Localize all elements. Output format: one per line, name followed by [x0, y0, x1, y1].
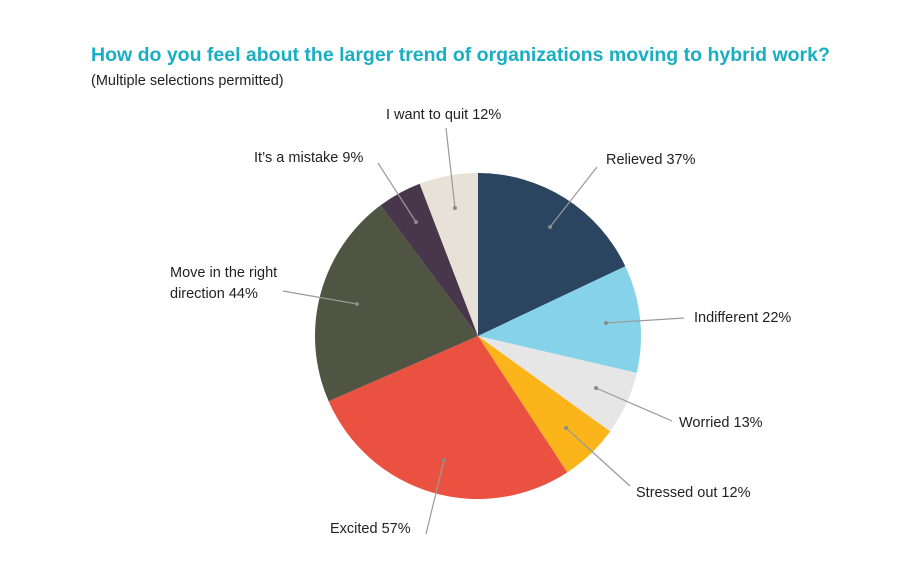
- label-stressed: Stressed out 12%: [636, 485, 751, 501]
- slice-excited: [328, 336, 568, 500]
- pie-slices: [314, 173, 641, 500]
- label-quit: I want to quit 12%: [386, 107, 501, 123]
- leader-dot-worried: [594, 386, 598, 390]
- slice-quit: [419, 173, 478, 336]
- leader-dot-move: [355, 302, 359, 306]
- leader-line-excited: [425, 459, 445, 535]
- slice-worried: [478, 336, 637, 432]
- label-move-line2: direction 44%: [170, 286, 258, 302]
- leader-dot-stressed: [564, 426, 568, 430]
- leader-line-worried: [595, 387, 673, 422]
- leader-line-mistake: [377, 162, 417, 223]
- leader-line-relieved: [549, 166, 598, 228]
- label-relieved: Relieved 37%: [606, 152, 696, 168]
- chart-title: How do you feel about the larger trend o…: [91, 44, 830, 66]
- leader-line-quit: [445, 127, 456, 209]
- label-worried: Worried 13%: [679, 415, 763, 431]
- leader-dot-quit: [453, 206, 457, 210]
- slice-move: [314, 205, 478, 402]
- leader-dot-excited: [442, 458, 446, 462]
- slice-mistake: [380, 183, 478, 336]
- leader-line-move: [282, 290, 358, 305]
- slice-indifferent: [478, 266, 641, 373]
- label-indifferent: Indifferent 22%: [694, 310, 791, 326]
- label-move-line1: Move in the right: [170, 265, 277, 281]
- leader-line-stressed: [565, 427, 631, 487]
- chart-subtitle: (Multiple selections permitted): [91, 73, 284, 89]
- label-excited: Excited 57%: [330, 521, 411, 537]
- leader-line-indifferent: [605, 317, 685, 324]
- leader-lines: [282, 127, 685, 535]
- label-mistake: It’s a mistake 9%: [254, 150, 363, 166]
- leader-dot-indifferent: [604, 321, 608, 325]
- leader-dot-mistake: [414, 220, 418, 224]
- leader-dot-relieved: [548, 225, 552, 229]
- slice-relieved: [478, 173, 626, 336]
